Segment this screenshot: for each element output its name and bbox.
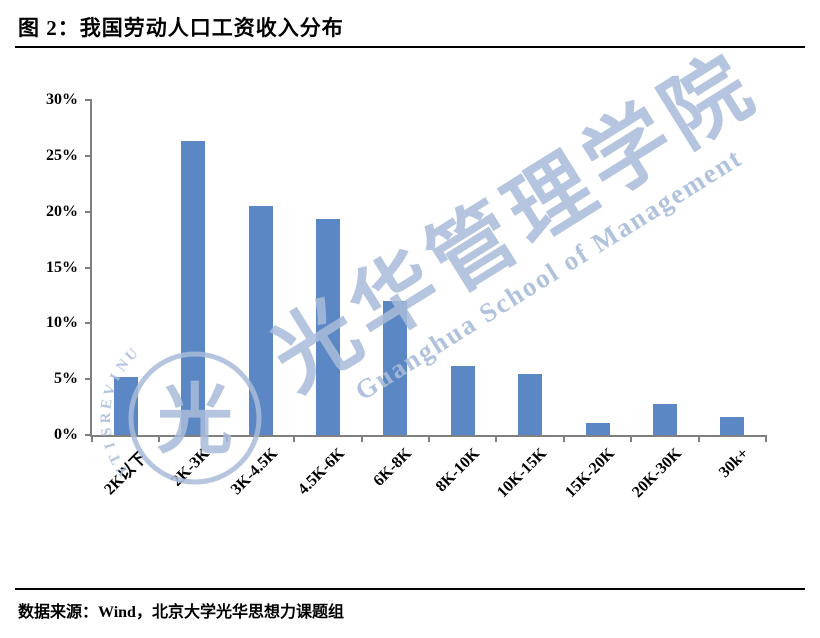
x-tick-mark <box>428 435 430 442</box>
x-label: 8K-10K <box>432 445 483 496</box>
bar-2K-3K <box>181 141 206 435</box>
x-label: 20K-30K <box>628 445 685 502</box>
x-label: 10K-15K <box>494 445 551 502</box>
bar-slot <box>564 100 631 435</box>
x-label: 2K以下 <box>100 449 150 499</box>
x-label: 30k+ <box>716 445 753 482</box>
y-tick-mark <box>85 99 92 101</box>
x-tick-mark <box>225 435 228 442</box>
bars <box>92 100 766 435</box>
x-axis-ticks <box>91 435 767 443</box>
x-tick-mark <box>697 435 700 442</box>
x-tick-mark <box>495 435 498 442</box>
footer-rule <box>15 588 805 590</box>
bar-slot <box>631 100 698 435</box>
x-label: 4.5K-6K <box>294 445 348 499</box>
y-tick-label: 0% <box>54 426 78 443</box>
y-tick-mark <box>85 154 92 157</box>
bar-slot <box>227 100 294 435</box>
bar-3K-4.5K <box>248 206 273 435</box>
x-label: 6K-8K <box>370 445 416 490</box>
x-label: 15K-20K <box>561 445 618 502</box>
bar-4.5K-6K <box>315 219 340 435</box>
y-tick-mark <box>85 322 92 325</box>
bar-slot <box>294 100 361 435</box>
figure-title: 图 2：我国劳动人口工资收入分布 <box>18 16 344 40</box>
x-tick-mark <box>630 435 633 442</box>
x-tick-mark <box>293 435 296 442</box>
bar-20K-30K <box>652 403 677 435</box>
y-tick-label: 15% <box>46 258 78 276</box>
y-tick-label: 5% <box>54 370 78 388</box>
y-tick-mark <box>85 210 92 213</box>
y-tick-mark <box>85 266 92 269</box>
bar-slot <box>159 100 226 435</box>
y-tick-label: 10% <box>46 314 78 332</box>
y-tick-mark <box>85 378 92 381</box>
bar-slot <box>362 100 429 435</box>
x-tick-mark <box>360 435 363 442</box>
bar-slot <box>92 100 159 435</box>
bar-2K以下 <box>113 376 138 435</box>
bar-slot <box>699 100 766 435</box>
bar-8K-10K <box>450 365 475 435</box>
bar-slot <box>429 100 496 435</box>
title-rule <box>15 46 805 48</box>
y-tick-label: 30% <box>46 91 78 108</box>
x-tick-mark <box>562 435 565 442</box>
bar-slot <box>496 100 563 435</box>
y-tick-label: 20% <box>46 202 78 220</box>
x-tick-mark <box>91 435 93 442</box>
x-tick-mark <box>158 435 161 442</box>
bar-6K-8K <box>383 301 408 435</box>
data-source: 数据来源：Wind，北京大学光华思想力课题组 <box>18 604 344 621</box>
bar-15K-20K <box>585 422 610 435</box>
x-label: 2K-3K <box>168 445 214 490</box>
x-label: 3K-4.5K <box>227 445 281 499</box>
y-tick-label: 25% <box>46 146 78 164</box>
y-tick-mark <box>85 434 92 436</box>
bar-30k+ <box>720 417 745 435</box>
x-tick-mark <box>765 435 767 442</box>
plot-area: 2K以下 2K-3K 3K-4.5K 4.5K-6K 6K-8K 8K-10K 10K-15… <box>46 91 767 501</box>
bar-10K-15K <box>518 373 543 435</box>
